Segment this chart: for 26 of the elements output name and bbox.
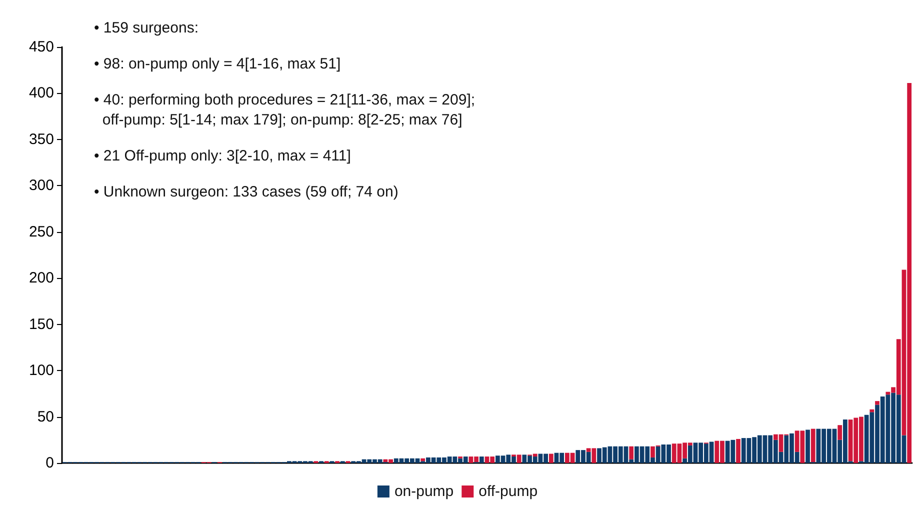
bar	[420, 458, 426, 462]
y-tick-label: 400	[28, 84, 54, 102]
y-tick-label: 50	[37, 408, 54, 426]
bar	[548, 454, 554, 463]
bar	[736, 438, 740, 463]
y-tick-label: 300	[28, 177, 54, 194]
annotation: • 98: on-pump only = 4[1-16, max 51]	[94, 56, 341, 72]
bar	[629, 446, 634, 460]
legend-label: on-pump	[394, 483, 454, 500]
y-tick-label: 150	[28, 316, 54, 333]
y-tick-label: 450	[28, 38, 54, 56]
bar	[870, 409, 874, 412]
y-tick-label: 100	[28, 362, 54, 380]
y-tick-label: 350	[28, 130, 54, 148]
y-tick-label: 0	[46, 454, 54, 472]
text: • 159 surgeons:	[94, 20, 198, 36]
annotation: • 21 Off-pump only: 3[2-10, max = 411]	[94, 148, 351, 164]
annotation: • Unknown surgeon: 133 cases (59 off; 74 on)	[94, 184, 398, 200]
bar	[875, 401, 880, 405]
y-tick-label: 200	[28, 270, 54, 287]
bar	[838, 425, 842, 440]
bar	[810, 428, 816, 462]
annotation: • 40: performing both procedures = 21[11-36, max = 209]; off-pump: 5[1-14; max 179]; on-pump: 8[2-25; max 76]	[94, 92, 476, 128]
bar	[650, 446, 655, 458]
legend-label: off-pump	[478, 483, 538, 500]
y-tick-label: 250	[28, 223, 54, 240]
